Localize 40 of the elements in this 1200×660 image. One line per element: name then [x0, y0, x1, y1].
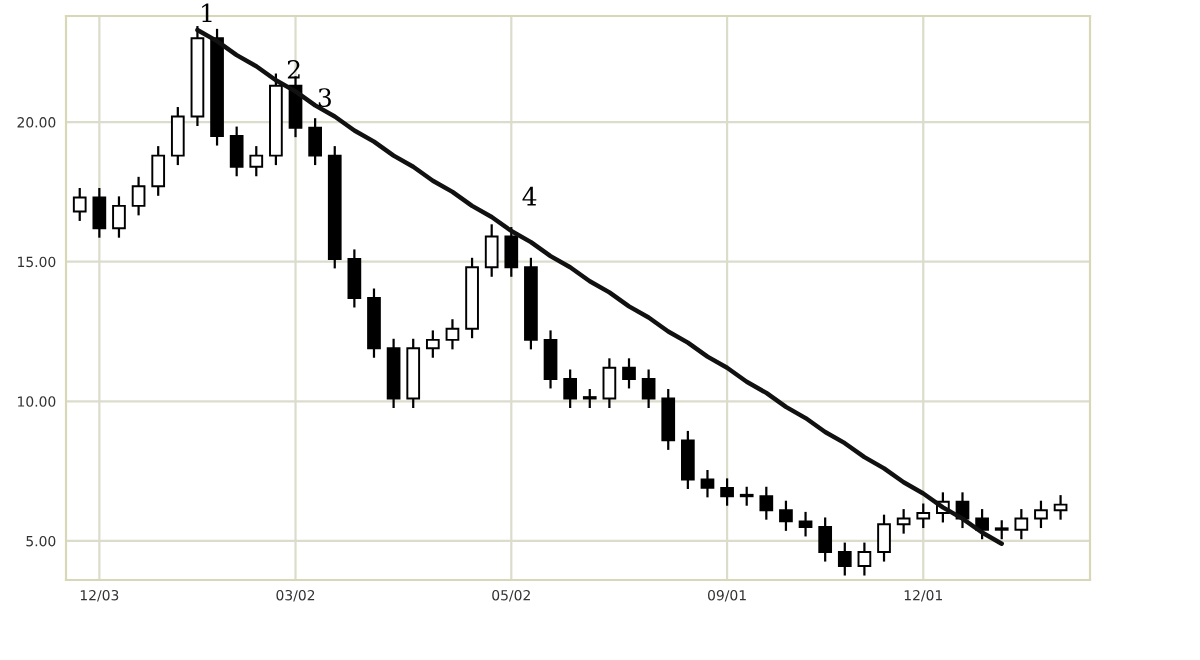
candlestick — [622, 358, 636, 389]
annotation: 3 — [318, 88, 331, 108]
candlestick — [857, 542, 872, 576]
candlestick — [798, 511, 813, 537]
annotation: 1 — [202, 3, 212, 23]
annotation: 4 — [522, 186, 537, 206]
candlestick — [504, 227, 519, 277]
candlestick — [112, 196, 126, 238]
candlestick — [916, 503, 931, 529]
candlestick — [1014, 509, 1029, 540]
candlestick — [818, 517, 833, 562]
candlestick — [602, 358, 617, 408]
candlestick — [896, 509, 911, 534]
candlestick — [543, 330, 558, 389]
candlestick — [151, 146, 166, 196]
candlestick — [837, 542, 852, 576]
candlestick — [308, 118, 322, 166]
annotation: 2 — [287, 59, 300, 79]
candlestick — [425, 330, 440, 358]
candlestick — [641, 369, 656, 408]
candlestick — [681, 430, 695, 489]
candlestick — [229, 126, 244, 177]
candlestick — [877, 514, 891, 562]
candlestick — [170, 107, 185, 166]
candlestick — [249, 146, 264, 177]
candlestick — [720, 478, 734, 506]
candlestick — [661, 389, 676, 450]
candlestick — [445, 319, 460, 350]
candlestick — [1034, 500, 1048, 529]
candlestick — [347, 249, 362, 308]
candlestick — [759, 486, 774, 520]
candlestick — [700, 470, 715, 498]
candlestick — [779, 500, 793, 531]
candlestick — [72, 188, 87, 221]
candlestick — [484, 224, 499, 277]
candlestick — [1053, 495, 1068, 520]
line-series — [195, 27, 1004, 546]
candlestick — [563, 369, 578, 408]
candlestick — [92, 188, 107, 238]
candlestick — [131, 176, 146, 216]
